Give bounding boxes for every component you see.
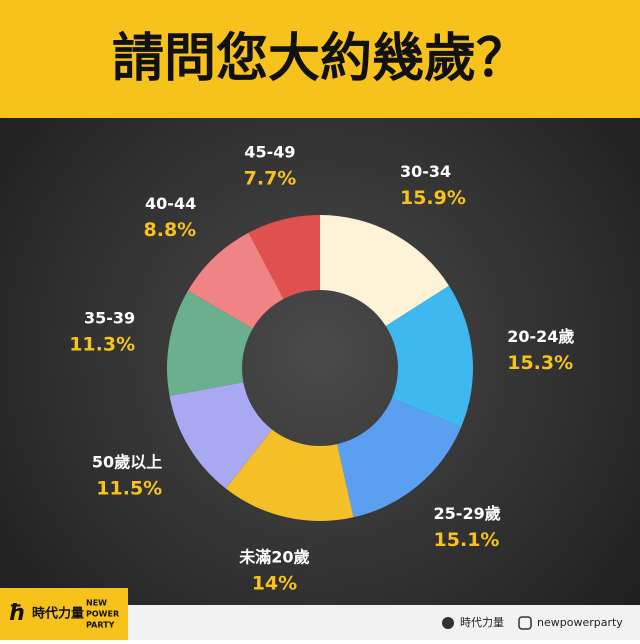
donut-slice [248, 215, 320, 300]
logo-en: NEW [86, 599, 107, 608]
donut-slice [225, 429, 354, 521]
logo-cn: 時代力量 [32, 606, 84, 622]
slice-label: 20-24歲 [507, 327, 574, 346]
value-label: 8.8% [144, 219, 197, 241]
slice-label: 25-29歲 [434, 504, 501, 523]
slice-label: 40-44 [145, 194, 196, 213]
logo-en: POWER [86, 610, 119, 619]
value-label: 14% [252, 572, 297, 594]
slice-label: 50歲以上 [92, 452, 162, 471]
slice-label: 未滿20歲 [238, 547, 309, 566]
slice-label: 30-34 [400, 162, 451, 181]
value-label: 7.7% [244, 168, 297, 190]
instagram-icon [518, 616, 532, 630]
donut-slice [166, 290, 253, 396]
value-label: 11.5% [96, 477, 162, 499]
value-label: 11.3% [69, 334, 135, 356]
donut-slice [187, 232, 284, 329]
facebook-handle[interactable]: 時代力量 [460, 616, 504, 629]
logo-box [0, 588, 128, 640]
slice-label: 35-39 [84, 309, 135, 328]
slice-label: 45-49 [244, 143, 295, 162]
header [0, 0, 640, 118]
instagram-handle[interactable]: newpowerparty [537, 616, 623, 629]
facebook-icon [442, 617, 454, 629]
donut-slice [385, 285, 473, 428]
logo-en: PARTY [86, 621, 115, 630]
donut-slice [320, 215, 449, 327]
logo-mark: ħ [8, 601, 25, 626]
donut-slice [337, 398, 462, 518]
value-label: 15.3% [507, 352, 573, 374]
chart-title: 請問您大約幾歲？ [112, 29, 528, 89]
donut-slice [169, 382, 273, 489]
value-label: 15.9% [400, 187, 466, 209]
value-label: 15.1% [434, 529, 500, 551]
